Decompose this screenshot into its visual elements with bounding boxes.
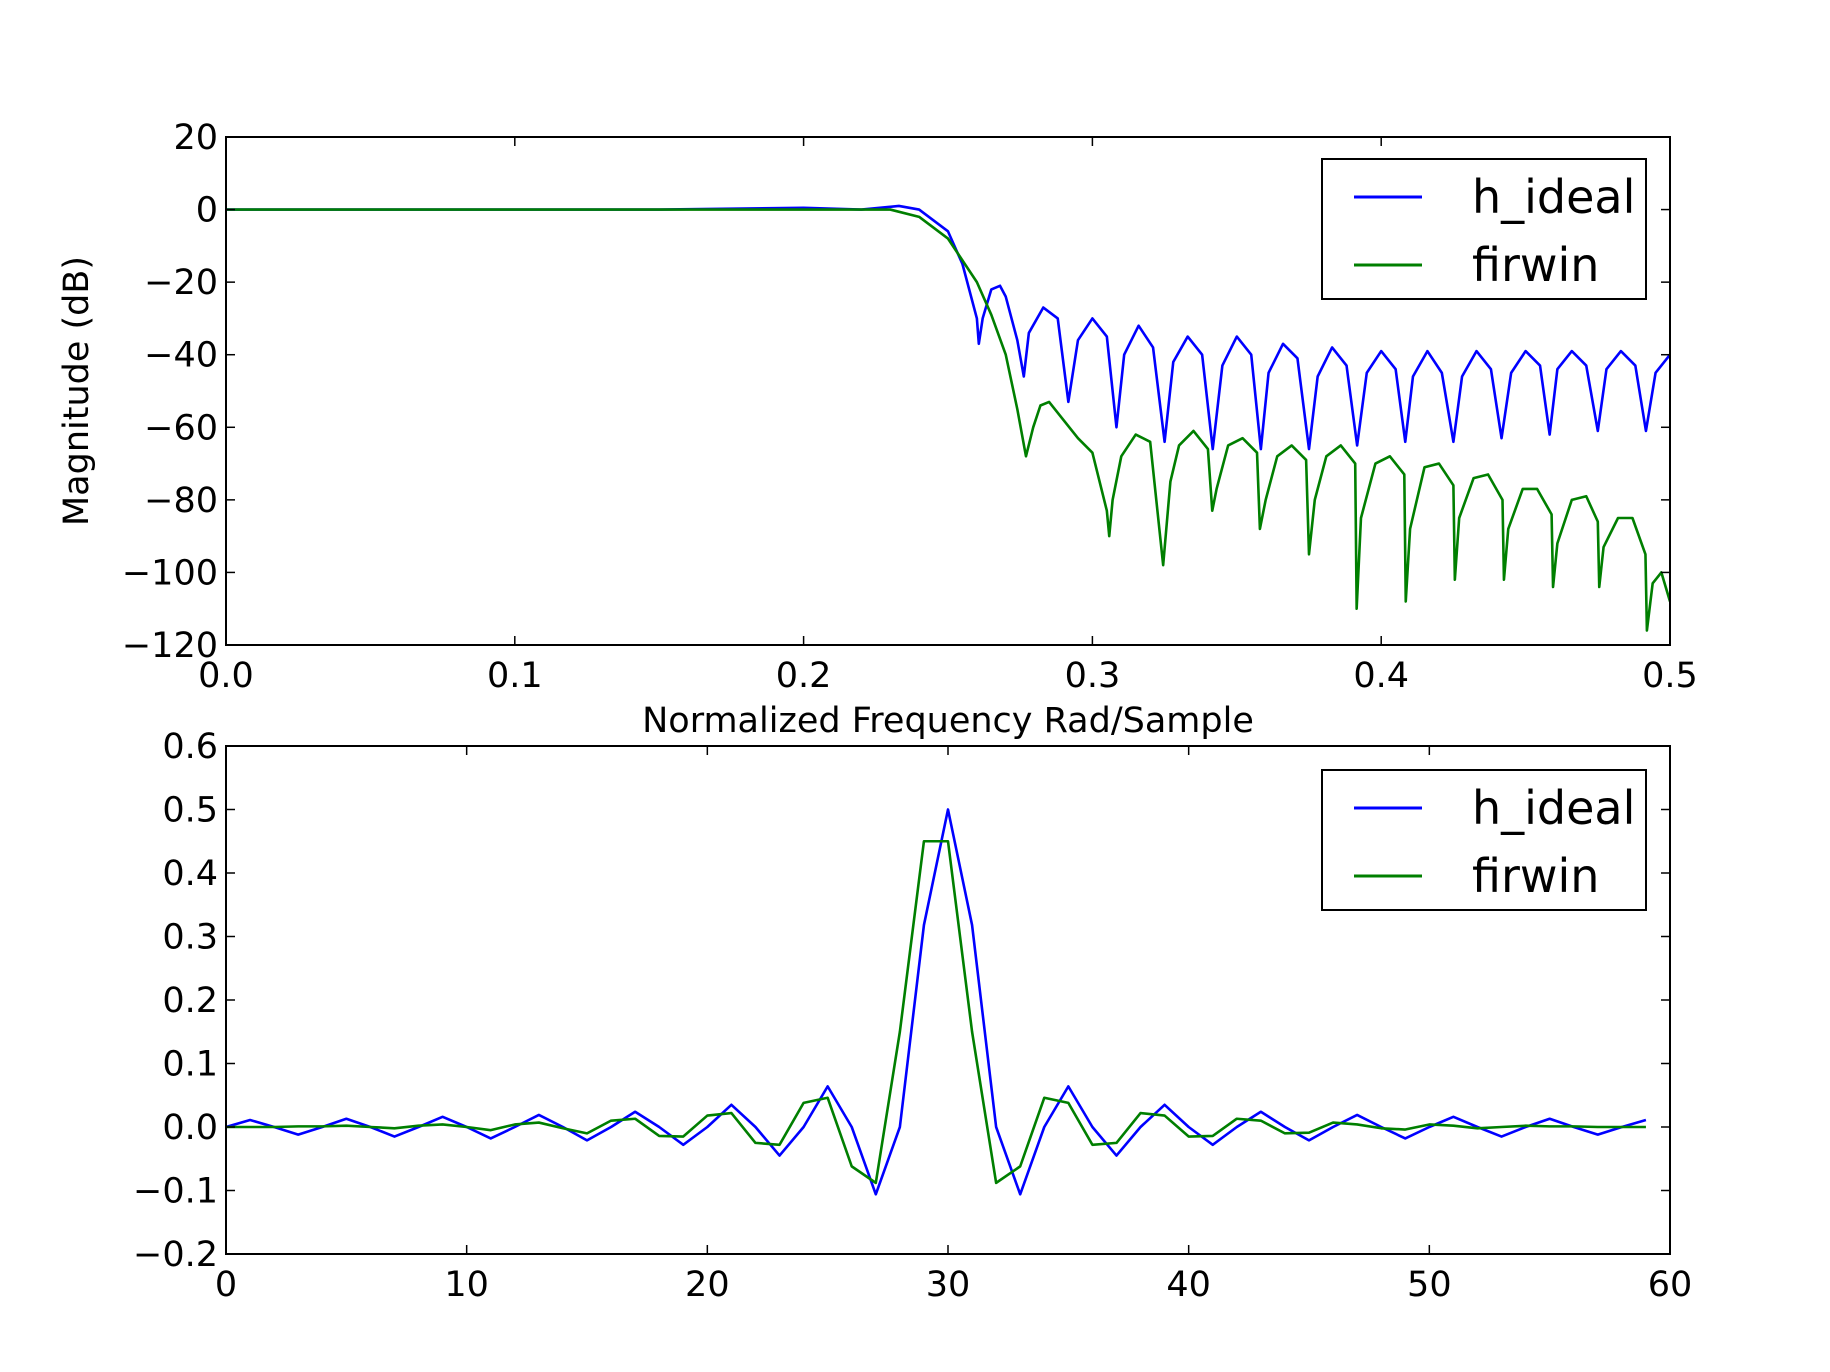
- magnitude-y-tick-label-minus-100: −100: [122, 553, 218, 593]
- magnitude-x-tick-label-0-4: 0.4: [1353, 656, 1409, 696]
- impulse-y-tick-label-0-0: 0.0: [162, 1108, 218, 1148]
- impulse-x-tick-label-10: 10: [444, 1265, 489, 1305]
- magnitude-y-tick-label-minus-120: −120: [122, 626, 218, 666]
- magnitude-legend-box: [1321, 158, 1647, 300]
- magnitude-x-tick-label-0-0: 0.0: [198, 656, 254, 696]
- impulse-lines: [226, 808, 1647, 1196]
- impulse-legend: h_ideal firwin: [1321, 769, 1647, 911]
- impulse-y-tick-label-0-6: 0.6: [162, 727, 218, 767]
- magnitude-y-tick-label-minus-60: −60: [144, 408, 218, 448]
- impulse-y-tick-label-0-1: 0.1: [162, 1045, 218, 1085]
- magnitude-y-tick-label-minus-80: −80: [144, 481, 218, 521]
- impulse-ticks: 0 10 20 30 40 50 60 0.6 0.5 0.4 0.3 0.2 0.1 0.0 −0.1 −0…: [133, 727, 1692, 1305]
- magnitude-x-tick-label-0-3: 0.3: [1065, 656, 1121, 696]
- magnitude-y-tick-label-0: 0: [196, 191, 218, 231]
- impulse-legend-label-firwin: firwin: [1472, 849, 1599, 903]
- magnitude-series-firwin-line: [226, 208, 1670, 632]
- magnitude-legend: h_ideal firwin: [1321, 158, 1647, 300]
- impulse-legend-label-h-ideal: h_ideal: [1472, 781, 1635, 835]
- impulse-y-tick-label-0-2: 0.2: [162, 981, 218, 1021]
- impulse-x-tick-label-50: 50: [1407, 1265, 1452, 1305]
- magnitude-lines: [226, 204, 1670, 632]
- impulse-response-panel: 0 10 20 30 40 50 60 0.6 0.5 0.4 0.3 0.2 0.1 0.0 −0.1 −0…: [133, 727, 1692, 1305]
- impulse-y-tick-label-0-3: 0.3: [162, 918, 218, 958]
- magnitude-response-panel: 0.0 0.1 0.2 0.3 0.4 0.5 20 0 −20 −40 −60 −80 −100 −12…: [57, 118, 1698, 741]
- impulse-x-tick-label-40: 40: [1166, 1265, 1211, 1305]
- magnitude-legend-label-firwin: firwin: [1472, 238, 1599, 292]
- magnitude-x-axis-label: Normalized Frequency Rad/Sample: [642, 701, 1254, 741]
- magnitude-y-tick-label-minus-20: −20: [144, 263, 218, 303]
- impulse-y-tick-label-0-4: 0.4: [162, 854, 218, 894]
- magnitude-y-axis-label: Magnitude (dB): [57, 256, 97, 526]
- magnitude-axes-frame: [225, 136, 1671, 646]
- impulse-x-tick-label-0: 0: [215, 1265, 237, 1305]
- impulse-series-firwin-line: [226, 839, 1646, 1185]
- impulse-y-tick-label-minus-0-2: −0.2: [133, 1235, 218, 1275]
- impulse-legend-box: [1321, 769, 1647, 911]
- impulse-y-tick-label-0-5: 0.5: [162, 791, 218, 831]
- magnitude-x-tick-label-0-5: 0.5: [1642, 656, 1698, 696]
- magnitude-ticks: 0.0 0.1 0.2 0.3 0.4 0.5 20 0 −20 −40 −60 −80 −100 −12…: [122, 118, 1698, 696]
- magnitude-series-h-ideal-line: [226, 204, 1670, 451]
- impulse-x-tick-label-20: 20: [685, 1265, 730, 1305]
- magnitude-legend-label-h-ideal: h_ideal: [1472, 170, 1635, 224]
- magnitude-y-tick-label-minus-40: −40: [144, 336, 218, 376]
- magnitude-x-tick-label-0-2: 0.2: [776, 656, 832, 696]
- magnitude-y-tick-label-20: 20: [173, 118, 218, 158]
- magnitude-x-tick-label-0-1: 0.1: [487, 656, 543, 696]
- impulse-x-tick-label-60: 60: [1648, 1265, 1693, 1305]
- impulse-y-tick-label-minus-0-1: −0.1: [133, 1172, 218, 1212]
- impulse-x-tick-label-30: 30: [926, 1265, 971, 1305]
